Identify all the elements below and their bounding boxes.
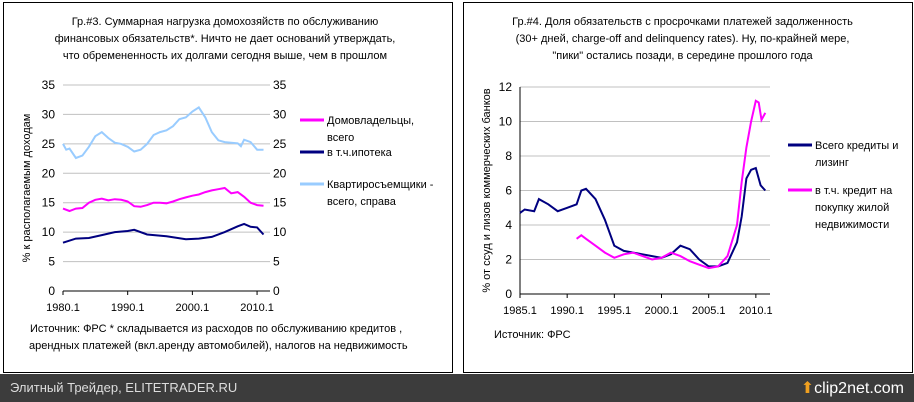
y-tick-label: 4 [505,218,512,232]
y-tick-label: 8 [505,149,512,163]
footer-site-label: Элитный Трейдер, ELITETRADER.RU [10,380,238,395]
y-tick-label: 35 [42,78,56,92]
chart-title-right: Гр.#4. Доля обязательств с просрочками п… [512,16,853,62]
y-tick-label: 30 [42,107,56,121]
y2-tick-label: 20 [273,166,287,180]
x-tick-label: 1990.1 [550,305,584,317]
legend-label: в т.ч.ипотека [327,147,393,159]
y2-tick-label: 25 [273,137,287,151]
note-left-2: арендных платежей (вкл.аренду автомобиле… [29,340,408,352]
x-tick-label: 2000.1 [176,302,210,314]
series-line-0 [519,166,767,268]
legend-label: Всего кредиты и [815,140,898,152]
y-axis-label: % от ссуд и лизов коммерческих банков [481,88,493,292]
x-tick-label: 1985.1 [503,305,537,317]
y2-tick-label: 5 [273,255,280,269]
x-tick-label: 1990.1 [111,302,145,314]
chart-panel-right [463,2,913,373]
y-tick-label: 0 [48,284,55,298]
y-tick-label: 2 [505,253,512,267]
x-tick-label: 2000.1 [645,305,679,317]
series-line-2 [62,106,264,160]
series-line-1 [576,99,767,270]
legend-label: всего [327,132,354,144]
y2-tick-label: 0 [273,284,280,298]
series-line-1 [62,222,265,244]
y2-tick-label: 10 [273,225,287,239]
series-line-0 [62,186,264,213]
y-tick-label: 12 [499,80,513,94]
y-tick-label: 6 [505,184,512,198]
legend-label: недвижимости [815,219,889,231]
upload-arrow-icon: ⬆ [800,380,815,397]
note-right-1: Источник: ФРС [494,329,571,341]
y-tick-label: 5 [48,255,55,269]
legend-label: Квартиросъемщики - [327,179,434,191]
y-tick-label: 0 [505,287,512,301]
y-tick-label: 10 [42,225,56,239]
y-tick-label: 25 [42,137,56,151]
note-left-1: Источник: ФРС * складывается из расходов… [30,323,403,335]
legend-label: Домовладельцы, [327,115,414,127]
y-axis-label: % к располагаемым доходам [21,114,33,263]
chart-panel-left [3,2,453,373]
footer: Элитный Трейдер, ELITETRADER.RU ⬆clip2ne… [0,374,914,402]
y-tick-label: 15 [42,196,56,210]
y2-tick-label: 15 [273,196,287,210]
y2-tick-label: 35 [273,78,287,92]
clip2net-logo: ⬆clip2net.com [800,380,904,397]
chart-title-left: Гр.#3. Суммарная нагрузка домохозяйств п… [54,16,396,62]
legend-label: в т.ч. кредит на [815,185,893,197]
legend-label: покупку жилой [815,202,889,214]
x-tick-label: 2005.1 [692,305,726,317]
legend-label: лизинг [815,157,849,169]
y2-tick-label: 30 [273,107,287,121]
x-tick-label: 1980.1 [46,302,80,314]
x-tick-label: 2010.1 [739,305,773,317]
x-tick-label: 2010.1 [240,302,274,314]
legend-label: всего, справа [327,196,397,208]
x-tick-label: 1995.1 [598,305,632,317]
y-tick-label: 20 [42,166,56,180]
y-tick-label: 10 [499,115,513,129]
